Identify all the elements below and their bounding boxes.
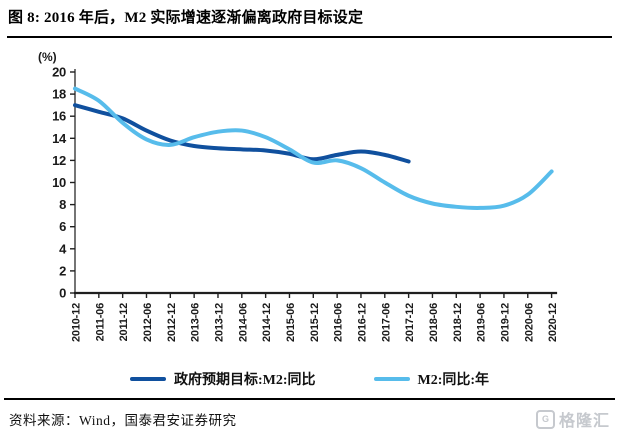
y-axis-tick-label: 4 [59, 241, 67, 256]
y-axis-tick-label: 2 [59, 263, 66, 278]
line-chart-canvas: (%) 0 2 4 6 8 10 12 14 16 18 20 2010-12 2011-06 2011-1… [38, 50, 559, 342]
m2-actual-line-swatch [373, 377, 410, 381]
x-axis-tick-label: 2014-06 [237, 303, 249, 342]
x-axis-tick-label: 2016-06 [333, 303, 345, 342]
footer-divider [4, 398, 615, 400]
x-axis-tick-label: 2015-12 [309, 303, 321, 342]
legend-label-m2-actual: M2:同比:年 [417, 373, 490, 388]
data-source-text: 资料来源：Wind，国泰君安证券研究 [9, 413, 237, 428]
y-axis-unit-label: (%) [38, 50, 57, 64]
x-axis-tick-label: 2019-12 [499, 303, 511, 342]
gov-target-line [73, 103, 411, 164]
y-axis-tick-label: 18 [52, 87, 66, 102]
gelonghui-logo: G 格隆汇 [535, 407, 610, 431]
legend-item-gov-target: 政府预期目标:M2:同比 [129, 369, 316, 389]
legend-label-gov-target: 政府预期目标:M2:同比 [173, 373, 316, 388]
x-axis-tick-label: 2014-12 [261, 303, 273, 342]
x-axis-tick-label: 2020-06 [523, 303, 535, 342]
x-axis-tick-label: 2011-12 [118, 303, 130, 341]
y-axis-tick-label: 8 [59, 197, 66, 212]
x-axis-tick-label: 2013-06 [190, 303, 202, 342]
title-divider [7, 36, 612, 38]
gov-target-line-swatch [129, 377, 166, 381]
gelonghui-logo-icon: G [535, 409, 555, 429]
x-axis-tick-label: 2013-12 [213, 303, 225, 342]
x-axis-tick-label: 2020-12 [547, 303, 559, 342]
y-axis-tick-label: 16 [52, 109, 66, 124]
y-axis-tick-label: 6 [59, 219, 66, 234]
gelonghui-logo-text: 格隆汇 [558, 413, 610, 430]
y-axis-tick-label: 12 [52, 153, 66, 168]
x-axis-tick-label: 2012-12 [166, 303, 178, 342]
chart-legend: 政府预期目标:M2:同比 M2:同比:年 [0, 358, 619, 398]
y-axis-tick-label: 0 [59, 286, 66, 301]
y-axis-tick-label: 14 [52, 131, 67, 146]
footer: 资料来源：Wind，国泰君安证券研究 G 格隆汇 [0, 400, 619, 431]
figure-title: 图 8: 2016 年后，M2 实际增速逐渐偏离政府目标设定 [8, 10, 364, 26]
x-axis-tick-label: 2011-06 [94, 303, 106, 341]
x-axis-tick-label: 2018-12 [452, 303, 464, 342]
x-axis-tick-label: 2012-06 [142, 303, 154, 342]
x-axis-tick-label: 2015-06 [285, 303, 297, 342]
y-axis-tick-label: 10 [52, 175, 66, 190]
legend-item-m2-actual: M2:同比:年 [373, 369, 490, 389]
x-axis-tick-label: 2018-06 [428, 303, 440, 342]
x-axis-tick-label: 2019-06 [476, 303, 488, 342]
x-axis-tick-label: 2016-12 [356, 303, 368, 342]
x-axis-tick-label: 2017-12 [404, 303, 416, 342]
m2-actual-line [73, 86, 554, 210]
y-axis-tick-label: 20 [52, 65, 66, 80]
x-axis-tick-label: 2017-06 [380, 303, 392, 342]
x-axis-tick-label: 2010-12 [71, 303, 83, 342]
